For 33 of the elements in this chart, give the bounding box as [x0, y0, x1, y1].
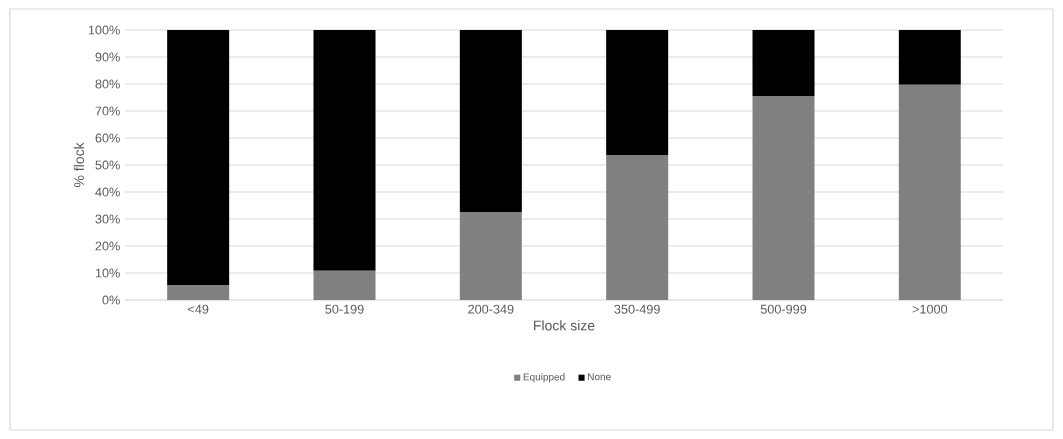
bar: [167, 285, 230, 300]
bar: [459, 30, 522, 213]
bar: [898, 30, 961, 85]
bar: [752, 30, 815, 97]
y-tick-label: 80%: [95, 79, 120, 89]
y-axis-title: % flock: [73, 142, 85, 188]
x-tick-label: 200-349: [468, 304, 514, 314]
y-tick-label: 30%: [95, 214, 120, 224]
x-tick-label: 500-999: [760, 304, 807, 314]
y-tick-label: 40%: [95, 187, 120, 197]
x-axis-title: Flock size: [534, 320, 595, 331]
y-tick-label: 60%: [95, 133, 120, 143]
bar: [898, 84, 961, 300]
y-tick-label: 20%: [95, 241, 120, 251]
legend-label: Equipped: [523, 373, 565, 383]
bar: [606, 30, 669, 156]
legend-label: None: [588, 373, 611, 381]
y-tick-label: 70%: [95, 106, 120, 116]
bar: [606, 155, 669, 300]
bar: [167, 30, 230, 286]
y-tick-label: 50%: [95, 160, 120, 170]
x-tick-label: 50-199: [325, 304, 364, 314]
x-tick-label: <49: [188, 304, 209, 314]
y-tick-label: 90%: [95, 52, 120, 62]
y-tick-label: 100%: [88, 25, 120, 35]
x-tick-label: 350-499: [614, 304, 660, 314]
y-tick-label: 0%: [102, 295, 120, 305]
bar: [313, 270, 376, 300]
x-tick-label: >1000: [912, 304, 948, 314]
bar: [459, 212, 522, 300]
y-tick-label: 10%: [95, 268, 120, 278]
bar: [752, 96, 815, 300]
bar: [313, 30, 376, 271]
